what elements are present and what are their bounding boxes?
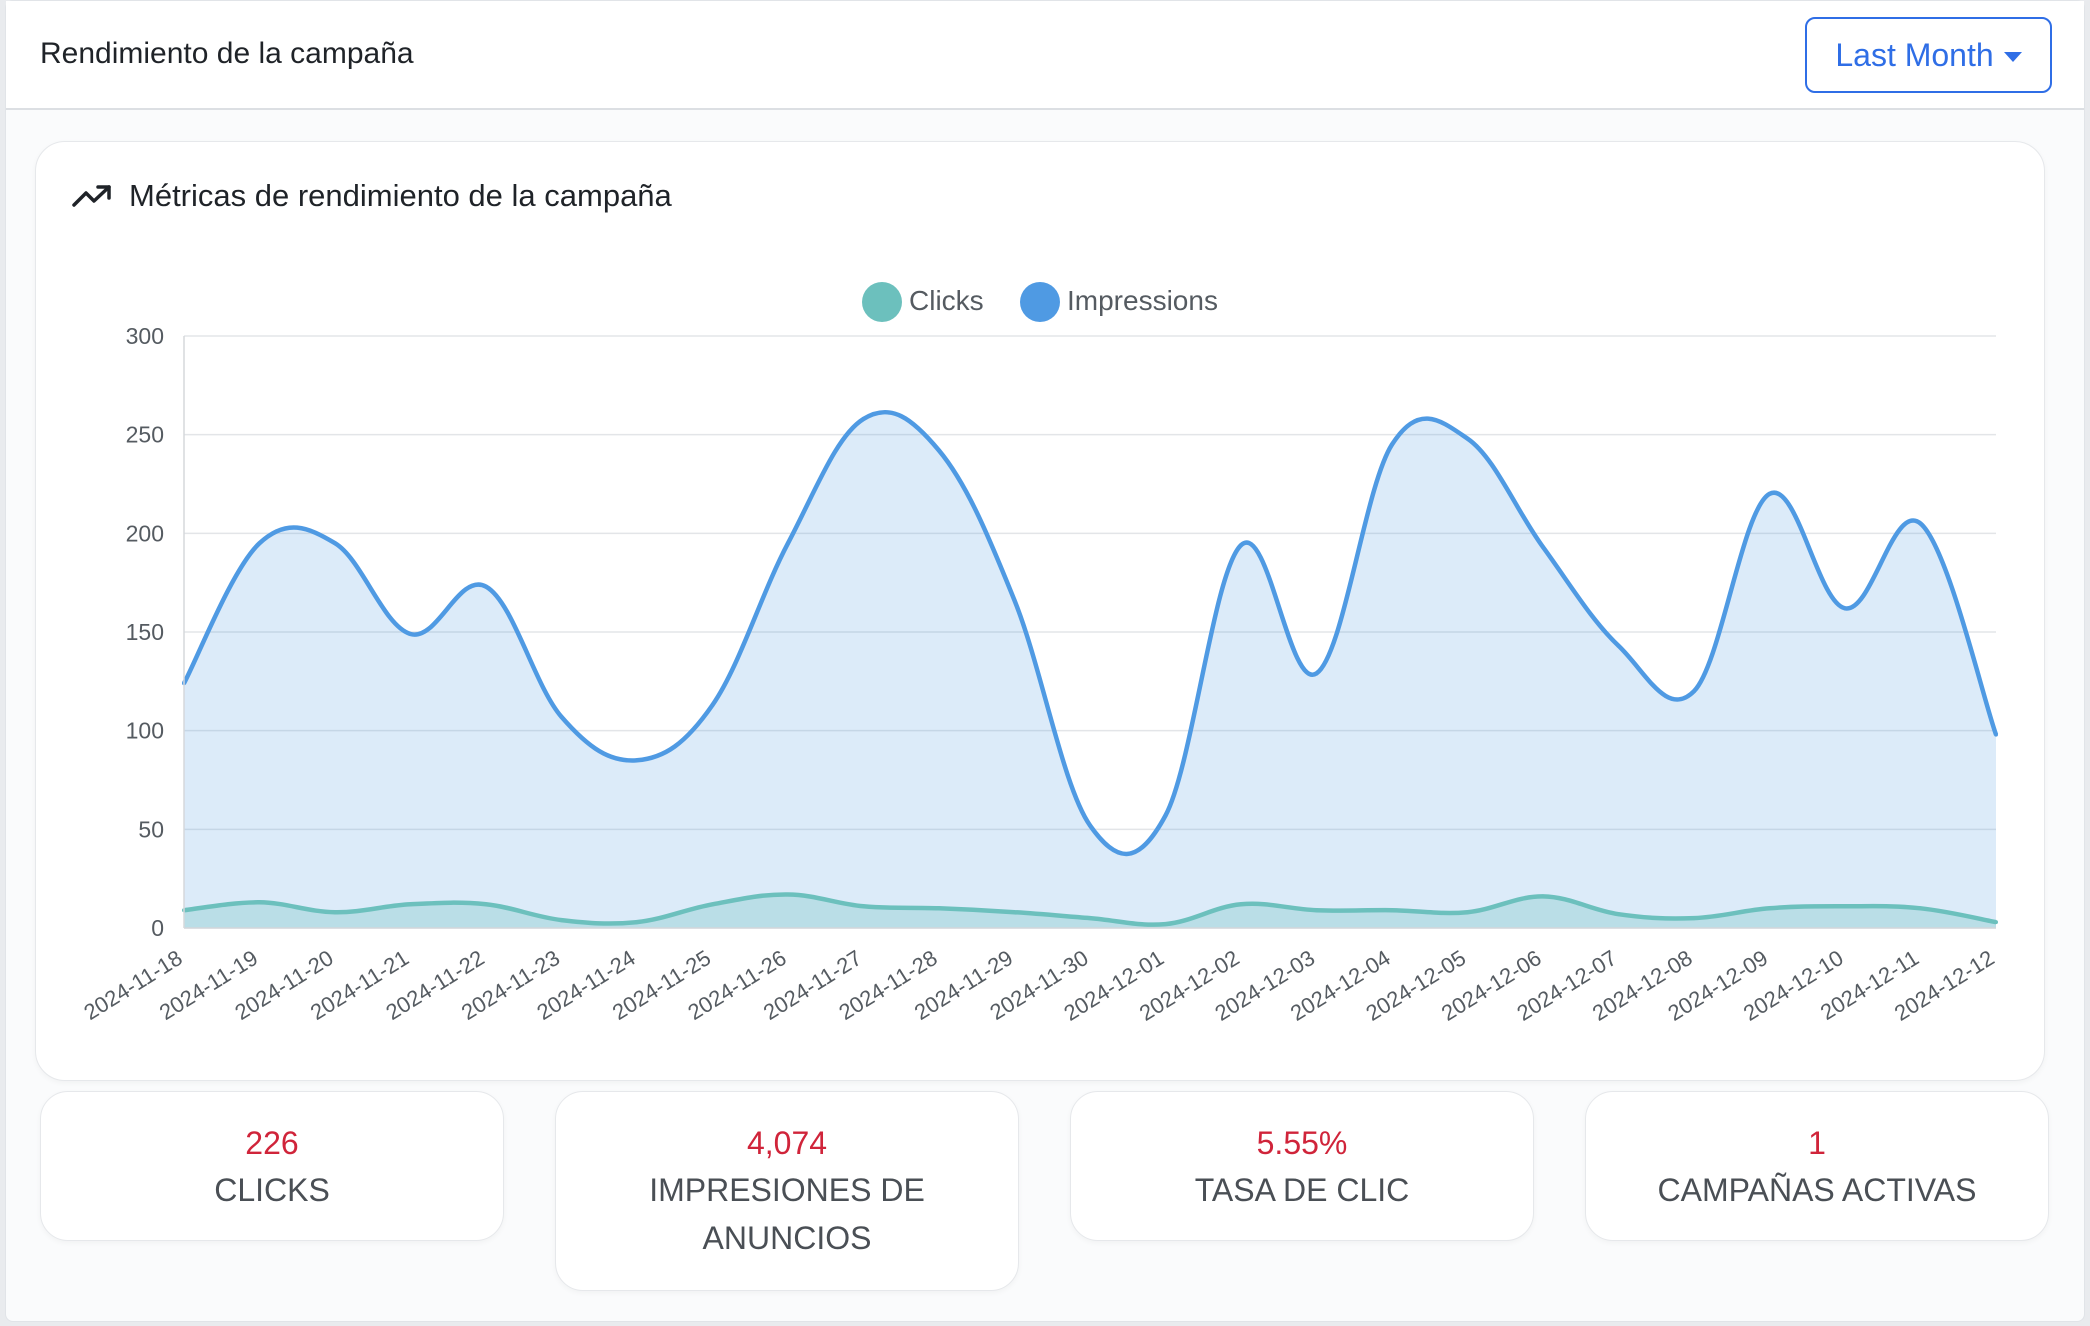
clicks-point[interactable] — [333, 910, 337, 915]
stat-value: 226 — [245, 1125, 299, 1161]
impressions-point[interactable] — [484, 584, 488, 589]
clicks-point[interactable] — [861, 904, 866, 909]
clicks-point[interactable] — [1465, 910, 1470, 915]
stat-card: 4,074 IMPRESIONES DE ANUNCIOS — [555, 1091, 1019, 1291]
metrics-chart-card: Métricas de rendimiento de la campaña 0 5… — [35, 141, 2045, 1081]
impressions-point[interactable] — [257, 541, 262, 546]
stat-card: 5.55% TASA DE CLIC — [1070, 1091, 1534, 1241]
impressions-point[interactable] — [1692, 689, 1696, 694]
caret-down-icon — [2003, 52, 2022, 62]
clicks-point[interactable] — [1918, 906, 1923, 911]
impressions-point[interactable] — [1918, 521, 1923, 526]
clicks-point[interactable] — [1314, 908, 1319, 913]
impressions-point[interactable] — [1994, 732, 1998, 737]
clicks-point[interactable] — [635, 920, 639, 925]
clicks-point[interactable] — [1994, 920, 1998, 925]
stat-label: IMPRESIONES DE ANUNCIOS — [649, 1172, 925, 1256]
y-tick-label: 200 — [126, 520, 164, 546]
clicks-point[interactable] — [1843, 904, 1847, 909]
impressions-point[interactable] — [1767, 491, 1772, 496]
trending-up-icon — [72, 185, 111, 207]
impressions-line — [182, 409, 1999, 857]
legend-swatch — [1020, 282, 1060, 322]
stat-value: 4,074 — [746, 1125, 828, 1161]
clicks-point[interactable] — [1692, 916, 1696, 921]
impressions-area — [184, 412, 1996, 928]
impressions-point[interactable] — [1314, 671, 1319, 676]
stat-label: TASA DE CLIC — [1194, 1172, 1410, 1208]
impressions-point[interactable] — [333, 541, 337, 546]
legend-item-clicks[interactable]: Clicks — [862, 282, 984, 322]
y-tick-label: 100 — [126, 718, 164, 744]
impressions-point[interactable] — [1616, 643, 1621, 648]
y-tick-label: 50 — [138, 816, 164, 842]
legend-item-impressions[interactable]: Impressions — [1020, 282, 1218, 322]
clicks-point[interactable] — [559, 918, 564, 923]
clicks-area — [184, 894, 1996, 928]
clicks-point[interactable] — [937, 906, 941, 911]
clicks-point[interactable] — [1616, 912, 1621, 917]
impressions-point[interactable] — [1465, 436, 1470, 441]
y-tick-label: 300 — [126, 323, 164, 349]
clicks-point[interactable] — [1012, 910, 1017, 915]
clicks-point[interactable] — [257, 900, 262, 905]
clicks-point[interactable] — [484, 902, 488, 907]
impressions-point[interactable] — [786, 541, 790, 546]
clicks-point[interactable] — [1390, 908, 1394, 913]
impressions-point[interactable] — [408, 631, 413, 636]
impressions-point[interactable] — [710, 703, 715, 708]
stat-value: 5.55% — [1256, 1125, 1348, 1161]
y-tick-label: 150 — [126, 619, 164, 645]
stat-label: CLICKS — [214, 1172, 330, 1208]
card-title: Métricas de rendimiento de la campaña — [71, 178, 672, 214]
impressions-point[interactable] — [1012, 598, 1017, 603]
impressions-point[interactable] — [1843, 606, 1847, 611]
impressions-point[interactable] — [1239, 543, 1243, 548]
stat-value: 1 — [1808, 1125, 1826, 1161]
impressions-point[interactable] — [1088, 823, 1092, 828]
impressions-point[interactable] — [937, 448, 941, 453]
panel-header: Rendimiento de la campaña Last Month — [6, 1, 2084, 110]
y-tick-label: 0 — [151, 915, 164, 941]
legend-label: Impressions — [1067, 285, 1218, 316]
stat-card: 1 CAMPAÑAS ACTIVAS — [1585, 1091, 2049, 1241]
date-range-label: Last Month — [1835, 36, 1994, 73]
impressions-point[interactable] — [1541, 545, 1545, 550]
impressions-point[interactable] — [861, 416, 866, 421]
clicks-point[interactable] — [1767, 906, 1772, 911]
stat-label: CAMPAÑAS ACTIVAS — [1657, 1172, 1977, 1208]
clicks-point[interactable] — [1541, 894, 1545, 899]
clicks-point[interactable] — [710, 902, 715, 907]
series-areas — [182, 409, 1999, 928]
y-tick-label: 250 — [126, 422, 164, 448]
impressions-point[interactable] — [1390, 442, 1394, 447]
clicks-point[interactable] — [408, 902, 413, 907]
clicks-point[interactable] — [786, 892, 790, 897]
line-chart: 0501001502002503002024-11-182024-11-1920… — [79, 282, 1999, 1026]
impressions-point[interactable] — [559, 714, 564, 719]
impressions-point[interactable] — [635, 758, 639, 763]
clicks-point[interactable] — [1163, 922, 1168, 927]
legend[interactable]: Clicks Impressions — [862, 282, 1218, 322]
legend-label: Clicks — [909, 285, 984, 316]
date-range-dropdown[interactable]: Last Month — [1805, 17, 2052, 93]
impressions-point[interactable] — [1163, 813, 1168, 818]
card-title-text: Métricas de rendimiento de la campaña — [129, 178, 672, 213]
clicks-point[interactable] — [1088, 916, 1092, 921]
stat-card: 226 CLICKS — [40, 1091, 504, 1241]
legend-swatch — [862, 282, 902, 322]
panel-title: Rendimiento de la campaña — [40, 37, 414, 70]
clicks-point[interactable] — [1239, 902, 1243, 907]
